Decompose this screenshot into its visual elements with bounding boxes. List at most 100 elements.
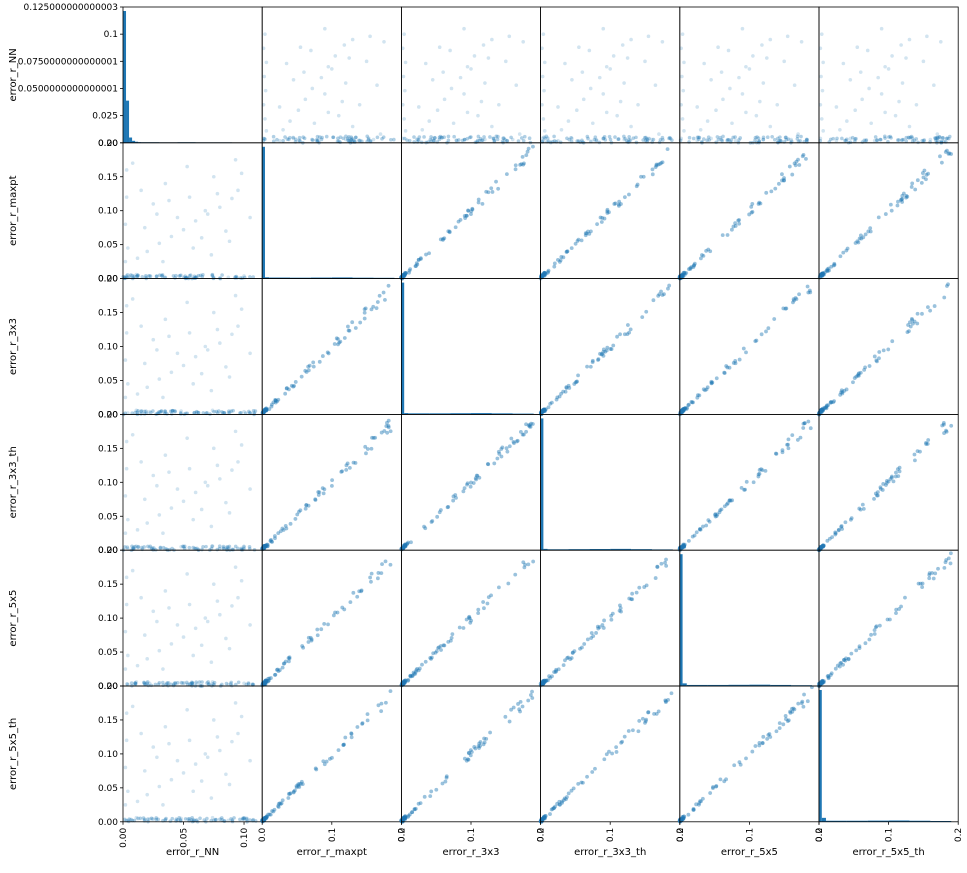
scatter-point-0-1-12: [372, 138, 376, 142]
scatter-dense-point-5-0-37: [202, 818, 206, 822]
scatter-point-0-5-42: [835, 105, 839, 109]
y-tick-label-4-3: 0.15: [98, 580, 118, 590]
scatter-point-5-0-9: [125, 739, 129, 743]
scatter-point-4-5-42: [894, 611, 898, 615]
scatter-point-3-5-36: [926, 438, 930, 442]
scatter-point-1-4-52: [773, 187, 777, 191]
scatter-point-5-1-41: [349, 731, 353, 735]
scatter-point-2-0-39: [228, 375, 232, 379]
scatter-point-0-4-40: [786, 35, 790, 39]
scatter-point-3-5-58: [916, 449, 920, 453]
scatter-point-1-4-10: [737, 222, 741, 226]
scatter-point-1-3-57: [639, 175, 643, 179]
scatter-point-2-1-32: [382, 291, 386, 295]
scatter-point-2-1-49: [285, 387, 289, 391]
scatter-point-2-0-14: [136, 392, 140, 396]
scatter-point-5-3-53: [655, 712, 659, 716]
scatter-point-4-0-23: [139, 596, 143, 600]
scatter-point-2-1-59: [300, 375, 304, 379]
scatter-point-4-3-1: [594, 631, 598, 635]
scatter-point-3-0-25: [164, 453, 168, 457]
scatter-dense-point-1-0-54: [178, 274, 182, 278]
scatter-point-3-2-58: [499, 447, 503, 451]
scatter-point-0-3-45: [661, 40, 665, 44]
scatter-point-1-0-45: [234, 158, 238, 162]
scatter-dense-point-0-5-67: [887, 135, 891, 139]
scatter-dense-point-0-5-14: [840, 137, 844, 141]
scatter-point-4-0-31: [236, 596, 240, 600]
x-axis-label-error_r_5x5_th: error_r_5x5_th: [852, 847, 924, 858]
scatter-point-0-5-33: [869, 121, 873, 125]
scatter-point-4-1-2: [316, 633, 320, 637]
scatter-point-3-2-44: [472, 481, 476, 485]
scatter-point-1-0-39: [228, 239, 232, 243]
scatter-point-2-3-58: [555, 396, 559, 400]
scatter-point-1-0-40: [240, 172, 244, 176]
scatter-point-2-1-28: [364, 306, 368, 310]
y-tick-label-3-3: 0.15: [98, 444, 118, 454]
scatter-point-3-2-31: [515, 440, 519, 444]
scatter-point-4-1-49: [273, 673, 277, 677]
scatter-point-0-4-22: [760, 43, 764, 47]
scatter-point-3-0-28: [200, 508, 204, 512]
scatter-point-3-4-24: [790, 433, 794, 437]
scatter-point-1-2-33: [496, 187, 500, 191]
scatter-point-1-3-44: [574, 242, 578, 246]
scatter-point-2-1-22: [333, 342, 337, 346]
scatter-point-2-3-22: [652, 298, 656, 302]
scatter-point-1-0-27: [188, 195, 192, 199]
scatter-point-2-1-52: [348, 329, 352, 333]
scatter-point-4-5-26: [854, 648, 858, 652]
scatter-point-0-1-2: [263, 117, 267, 121]
scatter-point-4-5-14: [949, 562, 953, 566]
scatter-dense-point-0-1-62: [294, 138, 298, 142]
scatter-point-0-2-41: [518, 132, 522, 136]
scatter-point-2-3-15: [626, 323, 630, 327]
scatter-point-3-4-13: [745, 480, 749, 484]
scatter-point-3-2-7: [469, 485, 473, 489]
y-tick-label-4-1: 0.05: [98, 648, 118, 658]
scatter-point-1-2-48: [524, 153, 528, 157]
scatter-point-5-0-41: [131, 705, 135, 709]
scatter-point-0-2-4: [403, 89, 407, 93]
scatter-dense-point-4-0-12: [125, 682, 129, 686]
scatter-point-4-2-33: [431, 651, 435, 655]
scatter-dense-point-0-3-36: [542, 136, 546, 140]
scatter-point-4-0-41: [131, 569, 135, 573]
scatter-point-3-4-10: [787, 446, 791, 450]
scatter-point-1-0-11: [126, 246, 130, 250]
scatter-point-0-1-20: [327, 65, 331, 69]
scatter-point-0-2-44: [424, 62, 428, 66]
scatter-point-3-4-1: [806, 420, 810, 424]
scatter-point-3-4-50: [756, 475, 760, 479]
scatter-dense-point-4-0-60: [186, 683, 190, 687]
scatter-point-3-4-35: [801, 426, 805, 430]
scatter-point-1-5-45: [949, 152, 953, 156]
y-tick-label-4-2: 0.10: [98, 614, 118, 624]
x-tick-label-3-0: 0.0: [537, 828, 547, 843]
scatter-point-4-3-43: [611, 612, 615, 616]
scatter-dense-point-4-0-66: [229, 682, 233, 686]
scatter-point-1-3-56: [607, 210, 611, 214]
scatter-point-1-0-35: [167, 199, 171, 203]
scatter-point-0-2-14: [420, 128, 424, 132]
scatter-point-2-0-29: [212, 311, 216, 315]
scatter-point-4-0-27: [188, 603, 192, 607]
scatter-point-5-4-58: [800, 700, 804, 704]
scatter-point-4-0-24: [151, 610, 155, 614]
scatter-dense-point-2-0-55: [252, 409, 256, 413]
scatter-point-4-5-19: [903, 596, 907, 600]
scatter-dense-point-0-4-64: [716, 135, 720, 139]
scatter-point-3-5-26: [844, 520, 848, 524]
scatter-point-5-1-18: [389, 689, 393, 693]
scatter-point-4-3-42: [566, 656, 570, 660]
scatter-point-5-1-12: [379, 709, 383, 713]
scatter-point-2-1-17: [346, 325, 350, 329]
scatter-point-3-1-55: [294, 517, 298, 521]
scatter-dense-point-0-4-56: [784, 136, 788, 140]
scatter-point-1-5-56: [854, 241, 858, 245]
scatter-point-0-4-32: [741, 27, 745, 31]
scatter-point-4-3-51: [557, 667, 561, 671]
scatter-dense-point-0-3-44: [553, 139, 557, 143]
scatter-point-3-5-40: [892, 479, 896, 483]
